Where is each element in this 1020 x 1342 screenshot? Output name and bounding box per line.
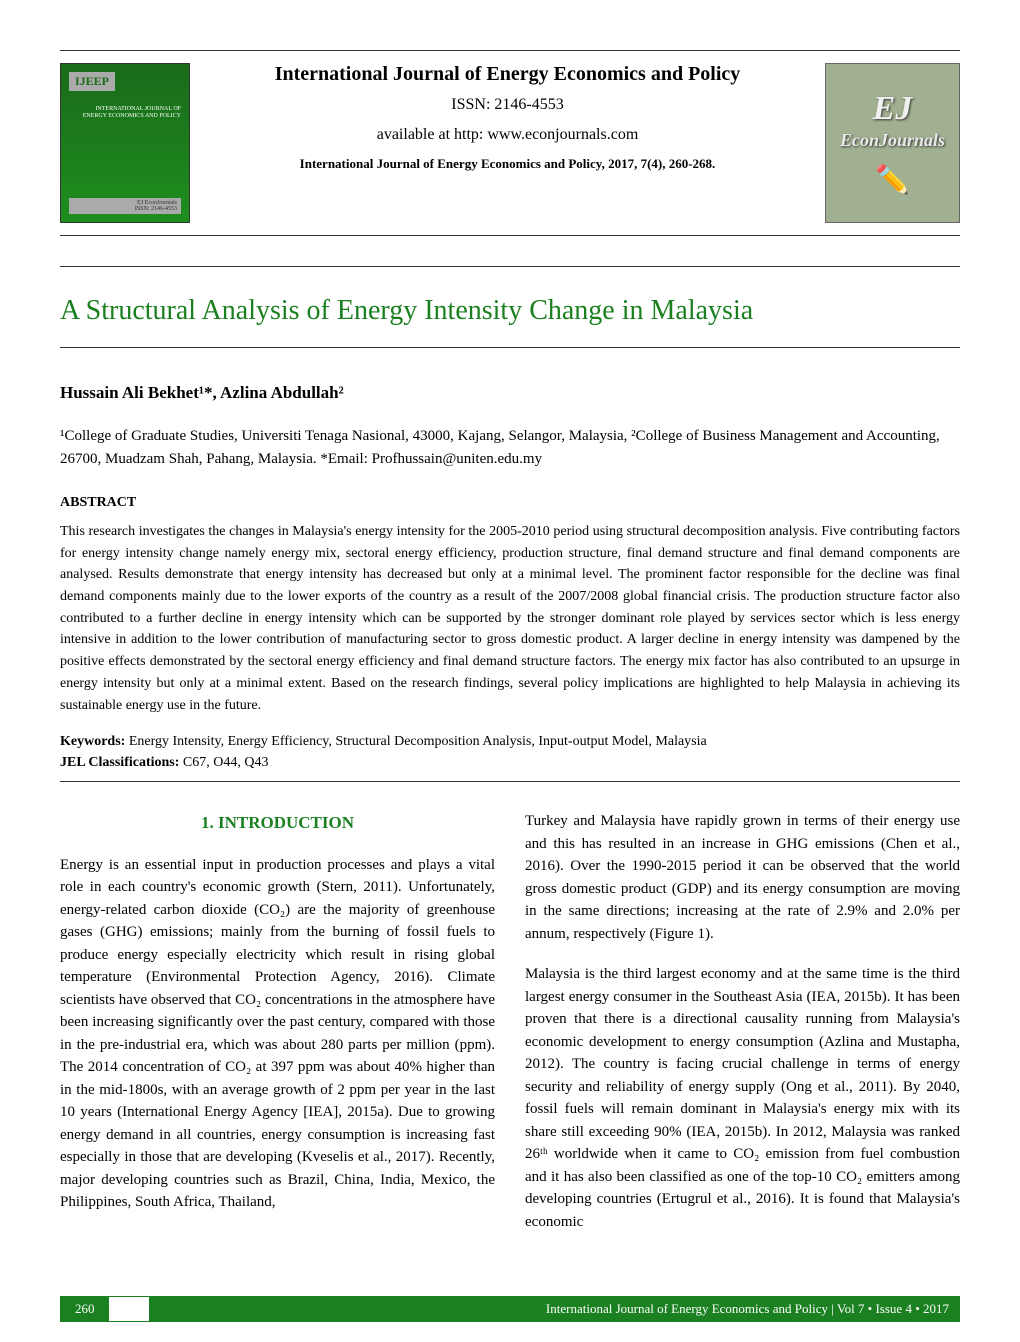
intro-para-right-1: Turkey and Malaysia have rapidly grown i… xyxy=(525,810,960,945)
publisher-logo: EJ EconJournals ✏️ xyxy=(825,63,960,223)
citation: International Journal of Energy Economic… xyxy=(210,156,805,172)
header-center: International Journal of Energy Economic… xyxy=(210,63,805,172)
affiliations: ¹College of Graduate Studies, Universiti… xyxy=(60,425,960,470)
body-columns: 1. INTRODUCTION Energy is an essential i… xyxy=(60,810,960,1251)
keywords-text: Energy Intensity, Energy Efficiency, Str… xyxy=(125,734,706,749)
availability-link[interactable]: available at http: www.econjournals.com xyxy=(210,126,805,144)
keywords-block: Keywords: Energy Intensity, Energy Effic… xyxy=(60,731,960,782)
title-rule-top xyxy=(60,266,960,267)
cover-subtitle: INTERNATIONAL JOURNAL OF ENERGY ECONOMIC… xyxy=(69,106,181,120)
cover-footer: EJ EconJournals ISSN: 2146-4553 xyxy=(69,198,181,214)
keywords-label: Keywords: xyxy=(60,734,125,749)
issn: ISSN: 2146-4553 xyxy=(210,96,805,114)
jel-label: JEL Classifications: xyxy=(60,755,179,770)
ej-logo-top: EJ xyxy=(873,90,913,128)
article-title: A Structural Analysis of Energy Intensit… xyxy=(60,295,960,348)
abstract-heading: ABSTRACT xyxy=(60,495,960,511)
intro-para-right-2: Malaysia is the third largest economy an… xyxy=(525,963,960,1233)
journal-title: International Journal of Energy Economic… xyxy=(210,63,805,86)
journal-cover-thumbnail: IJEEP INTERNATIONAL JOURNAL OF ENERGY EC… xyxy=(60,63,190,223)
abstract-text: This research investigates the changes i… xyxy=(60,521,960,716)
left-column: 1. INTRODUCTION Energy is an essential i… xyxy=(60,810,495,1251)
intro-para-left: Energy is an essential input in producti… xyxy=(60,854,495,1214)
footer-gap xyxy=(109,1297,129,1321)
ej-logo-bottom: EconJournals xyxy=(840,130,945,151)
authors: Hussain Ali Bekhet¹*, Azlina Abdullah² xyxy=(60,383,960,403)
footer-citation: International Journal of Energy Economic… xyxy=(149,1297,960,1321)
cover-abbrev: IJEEP xyxy=(69,72,115,91)
page-footer: 260 International Journal of Energy Econ… xyxy=(60,1296,960,1322)
pencil-icon: ✏️ xyxy=(875,163,910,197)
jel-text: C67, O44, Q43 xyxy=(179,755,268,770)
right-column: Turkey and Malaysia have rapidly grown i… xyxy=(525,810,960,1251)
section-heading: 1. INTRODUCTION xyxy=(60,810,495,836)
page-number: 260 xyxy=(61,1297,109,1321)
journal-header: IJEEP INTERNATIONAL JOURNAL OF ENERGY EC… xyxy=(60,50,960,236)
